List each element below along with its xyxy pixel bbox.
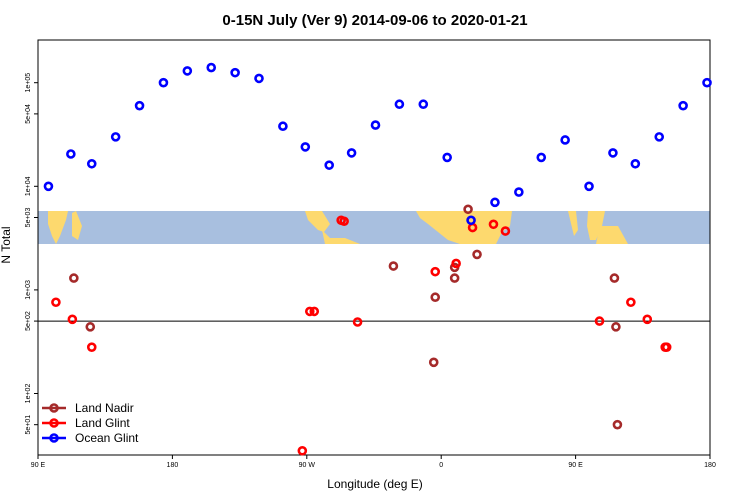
data-point [626,297,636,308]
x-tick-label: 0 [439,462,443,469]
x-tick-label: 90 W [299,462,316,469]
data-point [352,317,363,327]
legend-label: Land Glint [75,416,130,430]
data-point [584,181,594,192]
y-tick-label: 5e+03 [25,208,32,228]
data-point [430,292,441,303]
data-point [472,249,482,260]
data-point [514,187,524,197]
data-point [67,314,78,325]
x-axis: 90 E 180 90 W 0 90 E 180 [31,455,716,469]
data-point [69,273,79,283]
land-mass [568,211,578,236]
data-point [51,297,61,308]
data-point [309,306,320,317]
data-point [110,132,121,142]
land-mass [416,211,512,244]
land-mass [48,211,68,244]
series-land-glint [51,215,672,456]
y-tick-label: 1e+03 [25,280,32,300]
world-map-background [38,211,710,244]
data-point [86,158,97,169]
legend-marker [49,403,59,413]
data-point [418,99,429,110]
y-tick-label: 5e+04 [25,104,32,124]
data-point [630,158,641,169]
data-point [346,148,357,158]
y-axis-label: N Total [0,226,13,263]
data-point [394,99,405,110]
x-tick-label: 90 E [568,462,583,469]
data-point [339,216,349,227]
data-point [206,62,217,73]
data-point [300,142,311,152]
x-tick-label: 90 E [31,462,46,469]
data-point [642,314,653,325]
data-point [324,160,335,170]
land-mass [305,211,330,232]
data-point [428,357,439,368]
y-tick-label: 1e+02 [25,384,32,404]
data-point [661,342,672,352]
data-point [134,100,145,111]
land-mass [596,226,628,244]
data-point [678,100,688,111]
land-mass [587,211,605,240]
data-point [297,445,308,456]
legend-marker [49,433,59,443]
data-point [442,152,452,163]
data-point [500,226,511,236]
legend-marker [49,418,59,428]
chart-title: 0-15N July (Ver 9) 2014-09-06 to 2020-01… [222,12,527,29]
data-point [388,261,399,271]
data-point [430,266,441,277]
data-point [654,132,665,142]
data-point [85,322,96,332]
data-point [182,66,193,76]
legend-label: Land Nadir [75,401,134,415]
data-point [560,135,570,145]
x-tick-label: 180 [167,462,179,469]
plot-frame [37,39,711,456]
data-point [230,67,240,78]
data-point [612,419,623,430]
data-point [449,273,460,283]
data-point [490,197,500,208]
data-point [86,342,97,352]
series-land-nadir [69,204,623,430]
x-tick-label: 180 [704,462,716,469]
data-point [278,121,288,132]
y-tick-label: 5e+02 [25,311,32,331]
data-point [463,204,473,215]
data-point [609,273,620,283]
data-point [611,322,621,332]
y-axis: 5e+01 1e+02 5e+02 1e+03 5e+03 1e+04 5e+04 1e+05 [25,73,38,435]
data-point [66,149,76,159]
series-ocean-glint [43,62,712,226]
land-mass [322,230,360,244]
y-tick-label: 5e+01 [25,415,32,435]
data-point [594,316,605,326]
data-point [488,219,499,230]
data-point [370,120,381,130]
data-point [451,258,461,269]
data-point [466,215,476,226]
land-mass [72,211,82,240]
data-points [43,62,712,456]
data-point [254,73,264,84]
x-axis-label: Longitude (deg E) [327,477,422,491]
data-point [536,152,547,163]
y-tick-label: 1e+05 [25,73,32,93]
data-point [43,181,54,192]
y-tick-label: 1e+04 [25,176,32,196]
data-point [608,148,618,158]
data-point [702,77,712,88]
data-point [158,77,169,88]
legend-label: Ocean Glint [75,431,139,445]
data-point [304,306,315,317]
